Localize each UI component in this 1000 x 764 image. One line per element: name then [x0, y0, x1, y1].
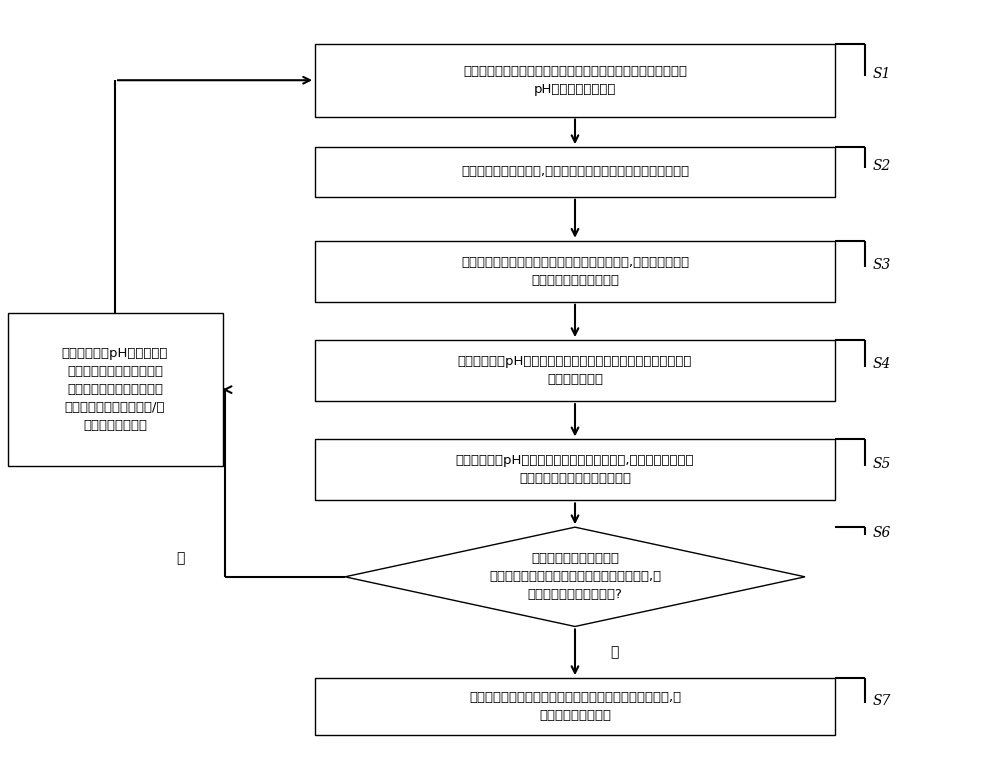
FancyBboxPatch shape: [8, 313, 222, 466]
Text: S6: S6: [873, 526, 891, 539]
Text: 通过设置不同pH值及乙醇浓
度的梯度试验，采用化学分
析方法检测葡萄酒液体样本
校正所述线性回归函数和/或
多元线性回归函数: 通过设置不同pH值及乙醇浓 度的梯度试验，采用化学分 析方法检测葡萄酒液体样本 …: [62, 347, 168, 432]
Text: 根据所述当前pH值、当前分子态二氧化硫浓度,和当前离子平衡系
数确定当前游离态二氧化硫浓度: 根据所述当前pH值、当前分子态二氧化硫浓度,和当前离子平衡系 数确定当前游离态二…: [456, 455, 694, 485]
Text: S2: S2: [873, 159, 891, 173]
Text: 根据所述当前气相二氧化硫浓度和气液平衡系数,计算葡萄酒中的
当前分子态二氧化硫浓度: 根据所述当前气相二氧化硫浓度和气液平衡系数,计算葡萄酒中的 当前分子态二氧化硫浓…: [461, 256, 689, 286]
Text: 根据所述当前pH值和当前乙醇浓度通过多元线性回归函数确定当
前离子平衡系数: 根据所述当前pH值和当前乙醇浓度通过多元线性回归函数确定当 前离子平衡系数: [458, 355, 692, 386]
FancyBboxPatch shape: [315, 147, 835, 196]
Text: 根据所述当前乙醇浓度,通过线性回归函数确定当前气液平衡系数: 根据所述当前乙醇浓度,通过线性回归函数确定当前气液平衡系数: [461, 165, 689, 179]
FancyBboxPatch shape: [315, 678, 835, 735]
FancyBboxPatch shape: [315, 439, 835, 500]
FancyBboxPatch shape: [315, 44, 835, 116]
Text: S7: S7: [873, 694, 891, 707]
Text: 是: 是: [177, 552, 185, 565]
Text: 否: 否: [610, 646, 618, 659]
Text: S1: S1: [873, 67, 891, 81]
Text: S4: S4: [873, 358, 891, 371]
Text: 判断所述当前游离态二氧化硫浓度是否在预设浓度范围内,若
否，则进行预警提醒: 判断所述当前游离态二氧化硫浓度是否在预设浓度范围内,若 否，则进行预警提醒: [469, 691, 681, 722]
FancyBboxPatch shape: [315, 340, 835, 401]
Text: 获取预设时间段内计算的
游离态二氧化硫浓度与测定值之间的相对误差,所
述相对误差大于预设误差?: 获取预设时间段内计算的 游离态二氧化硫浓度与测定值之间的相对误差,所 述相对误差…: [489, 552, 661, 601]
Polygon shape: [345, 527, 805, 626]
Text: S3: S3: [873, 258, 891, 272]
Text: 获取葡萄酒酿造过程中的当前气相二氧化硫浓度、葡萄酒的当前
pH值及当前乙醇浓度: 获取葡萄酒酿造过程中的当前气相二氧化硫浓度、葡萄酒的当前 pH值及当前乙醇浓度: [463, 65, 687, 96]
Text: S5: S5: [873, 457, 891, 471]
FancyBboxPatch shape: [315, 241, 835, 302]
